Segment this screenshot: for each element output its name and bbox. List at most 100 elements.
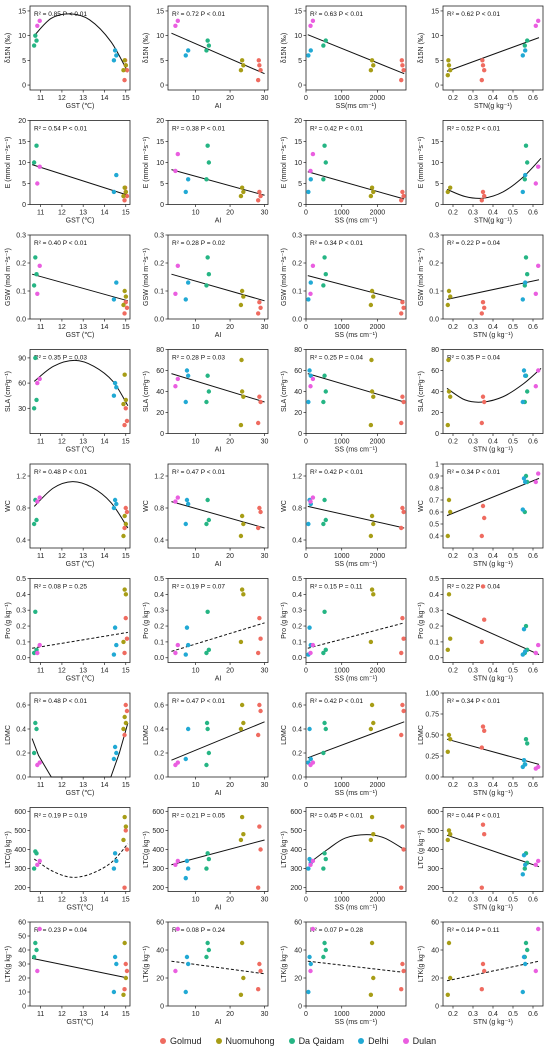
data-point-delhi xyxy=(521,758,527,763)
data-point-dulan xyxy=(35,499,40,504)
data-point-golmud xyxy=(480,724,486,729)
fit-line xyxy=(31,164,129,196)
data-point-delhi xyxy=(111,189,117,195)
data-point-delhi xyxy=(114,53,119,58)
data-point-nuomuhong xyxy=(371,294,376,299)
y-tick-label: 0 xyxy=(435,431,439,438)
data-point-dulan xyxy=(533,862,538,867)
data-point-golmud xyxy=(256,58,261,63)
data-point-delhi xyxy=(307,368,312,373)
x-axis-label: STN (g kg⁻¹) xyxy=(473,332,513,339)
y-tick-label: 0.1 xyxy=(292,289,302,296)
y-tick-label: 200 xyxy=(14,885,26,892)
y-tick-label: 20 xyxy=(431,976,439,983)
x-tick-label: 0.6 xyxy=(528,553,538,560)
data-point-da-qaidam xyxy=(323,856,328,862)
legend: Golmud Nuomuhong Da Qaidam Delhi Dulan xyxy=(160,1036,436,1046)
data-point-delhi xyxy=(184,368,190,373)
data-point-golmud xyxy=(123,615,128,621)
data-point-delhi xyxy=(111,505,117,511)
x-tick-label: 2000 xyxy=(370,95,386,102)
x-tick-label: 0.6 xyxy=(528,210,538,217)
data-point-dulan xyxy=(533,479,538,485)
y-tick-label: 0.9 xyxy=(429,474,439,481)
data-point-dulan xyxy=(533,968,538,974)
y-tick-label: 10 xyxy=(18,33,26,40)
x-tick-label: 0.3 xyxy=(468,210,478,217)
panel-12: 30 60 90 11 12 13 14 15 GST (℃) SLA (cm²g⁻¹) R² = … xyxy=(5,349,131,454)
data-point-nuomuhong xyxy=(123,521,129,527)
data-point-dulan xyxy=(37,760,42,765)
y-tick-label: 0.0 xyxy=(429,317,439,324)
data-point-dulan xyxy=(536,471,541,476)
data-point-nuomuhong xyxy=(446,288,452,294)
data-point-golmud xyxy=(258,636,263,641)
x-axis-label: AI xyxy=(215,905,222,912)
data-point-da-qaidam xyxy=(31,521,37,527)
data-point-golmud xyxy=(255,525,261,531)
x-axis-label: GST (℃) xyxy=(66,790,95,797)
y-tick-label: 0.3 xyxy=(154,233,164,240)
x-tick-label: 10 xyxy=(192,668,200,675)
data-point-da-qaidam xyxy=(323,726,328,732)
data-point-dulan xyxy=(35,380,40,386)
x-tick-label: 14 xyxy=(101,553,109,560)
stat-annotation: R² = 0.42 P < 0.01 xyxy=(310,469,363,476)
data-point-nuomuhong xyxy=(369,389,375,394)
data-point-nuomuhong xyxy=(122,587,127,592)
panel-frame xyxy=(29,349,131,434)
data-point-nuomuhong xyxy=(123,824,129,829)
data-point-nuomuhong xyxy=(241,592,246,597)
data-point-delhi xyxy=(185,961,191,967)
data-point-dulan xyxy=(175,858,181,864)
data-point-delhi xyxy=(523,280,528,285)
data-point-golmud xyxy=(401,399,406,405)
x-tick-label: 13 xyxy=(79,439,87,446)
data-point-golmud xyxy=(124,847,130,852)
panel-frame xyxy=(442,807,544,892)
data-point-dulan xyxy=(37,495,42,500)
data-point-golmud xyxy=(257,615,262,621)
x-tick-label: 14 xyxy=(101,897,109,904)
y-tick-label: 0.2 xyxy=(16,751,26,758)
data-point-delhi xyxy=(185,501,191,507)
y-tick-label: 0.2 xyxy=(292,261,302,268)
data-point-delhi xyxy=(111,756,117,762)
data-point-nuomuhong xyxy=(368,193,374,199)
x-tick-label: 0.4 xyxy=(488,1011,498,1018)
data-point-da-qaidam xyxy=(205,940,210,946)
data-point-golmud xyxy=(479,77,484,83)
y-axis-label: LTC (g kg⁻¹) xyxy=(418,830,425,869)
data-point-golmud xyxy=(258,68,263,73)
stat-annotation: R² = 0.08 P = 0.24 xyxy=(172,927,225,934)
stat-annotation: R² = 0.42 P < 0.01 xyxy=(310,126,363,133)
y-axis-label: LDMC xyxy=(418,725,425,745)
data-point-dulan xyxy=(37,18,42,24)
data-point-nuomuhong xyxy=(368,422,374,428)
x-tick-label: 0 xyxy=(304,1011,308,1018)
x-tick-label: 0 xyxy=(304,95,308,102)
data-point-golmud xyxy=(255,732,261,738)
data-point-da-qaidam xyxy=(31,750,37,756)
x-tick-label: 0.2 xyxy=(448,439,458,446)
data-point-da-qaidam xyxy=(34,947,39,953)
data-point-golmud xyxy=(400,394,405,399)
data-point-delhi xyxy=(183,652,188,657)
data-point-nuomuhong xyxy=(369,587,375,592)
y-tick-label: 20 xyxy=(431,410,439,417)
data-point-da-qaidam xyxy=(323,647,328,653)
fit-line xyxy=(32,957,128,979)
x-axis-label: SS (ms cm⁻¹) xyxy=(335,1019,378,1026)
data-point-golmud xyxy=(124,193,130,199)
data-point-nuomuhong xyxy=(446,732,452,738)
data-point-da-qaidam xyxy=(33,33,38,38)
x-tick-label: 13 xyxy=(79,95,87,102)
data-point-nuomuhong xyxy=(241,294,246,299)
data-point-da-qaidam xyxy=(525,160,530,165)
data-point-dulan xyxy=(308,862,313,867)
data-point-dulan xyxy=(175,263,181,268)
legend-item: Da Qaidam xyxy=(288,1036,344,1046)
y-axis-label: SLA (cm²g⁻¹) xyxy=(143,371,150,412)
data-point-golmud xyxy=(401,305,406,310)
